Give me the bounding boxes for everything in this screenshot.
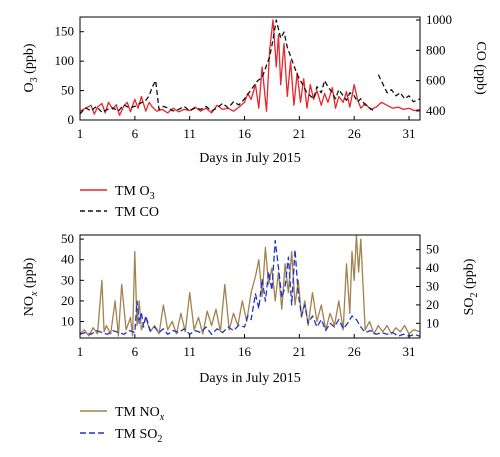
o3-co-y-right-tick-label: 1000	[426, 12, 452, 27]
o3-co-legend: TM O3 TM CO	[80, 184, 159, 220]
nox-so2-y-left-tick-label: 20	[61, 293, 74, 308]
nox-so2-x-axis-label: Days in July 2015	[199, 371, 301, 386]
legend-label-tm-o3: TM O3	[115, 184, 155, 202]
series-line-tm-co	[79, 19, 421, 115]
nox-so2-y-right-tick-label: 50	[426, 242, 439, 257]
o3-co-y-left-tick-label: 0	[68, 112, 75, 127]
legend-label-tm-so2: TM SO2	[115, 427, 162, 445]
nox-so2-series-layer	[79, 234, 421, 337]
o3-co-x-tick-label: 6	[132, 126, 139, 141]
nox-so2-x-tick-label: 31	[403, 344, 416, 359]
nox-so2-x-tick-label: 26	[348, 344, 362, 359]
o3-co-y-left-tick-label: 100	[55, 53, 75, 68]
legend-item-tm-nox: TM NOx	[80, 405, 165, 423]
o3-co-series-layer	[79, 19, 421, 116]
o3-co-x-tick-label: 1	[77, 126, 84, 141]
co-axis-label: CO (ppb)	[473, 41, 488, 95]
nox-so2-y-right-tick-label: 10	[426, 315, 439, 330]
nox-so2-x-tick-label: 1	[77, 344, 84, 359]
o3-co-x-tick-label: 21	[293, 126, 306, 141]
so2-axis-label: SO2 (ppb)	[462, 258, 480, 315]
o3-co-y-left-tick-label: 50	[61, 83, 74, 98]
nox-so2-y-left-tick-label: 40	[61, 252, 74, 267]
nox-so2-y-left-tick-label: 50	[61, 231, 74, 246]
series-line-tm-so2	[79, 239, 421, 337]
nox-so2-y-left-tick-label: 10	[61, 314, 74, 329]
legend-item-tm-so2: TM SO2	[80, 427, 162, 445]
o3-co-x-tick-label: 11	[183, 126, 196, 141]
legend-label-tm-co: TM CO	[115, 205, 159, 220]
nox-so2-y-right-tick-label: 20	[426, 297, 439, 312]
nox-so2-x-tick-label: 11	[183, 344, 196, 359]
o3-co-y-left-tick-label: 150	[55, 24, 75, 39]
nox-so2-y-left-tick-label: 30	[61, 272, 74, 287]
nox-so2-x-tick-label: 21	[293, 344, 306, 359]
o3-co-y-right-tick-label: 800	[426, 42, 446, 57]
nox-so2-legend: TM NOx TM SO2	[80, 405, 165, 445]
o3-co-x-tick-label: 31	[403, 126, 416, 141]
series-line-tm-nox	[79, 234, 421, 337]
o3-co-x-tick-label: 16	[238, 126, 252, 141]
legend-item-tm-o3: TM O3	[80, 184, 155, 202]
nox-so2-x-tick-label: 16	[238, 344, 252, 359]
nox-so2-plot-frame	[79, 234, 421, 339]
o3-co-y-right-tick-label: 400	[426, 103, 446, 118]
nox-so2-x-tick-label: 6	[132, 344, 139, 359]
legend-label-tm-nox: TM NOx	[115, 405, 165, 423]
nox-so2-y-right-tick-label: 40	[426, 260, 439, 275]
o3-co-plot-frame	[79, 16, 421, 121]
o3-co-y-right-tick-label: 600	[426, 73, 446, 88]
series-line-tm-o3	[79, 19, 421, 116]
nox-axis-label: NOx (ppb)	[22, 257, 40, 316]
o3-co-x-axis-label: Days in July 2015	[199, 151, 301, 166]
o3-co-x-tick-label: 26	[348, 126, 362, 141]
o3-axis-label: O3 (ppb)	[22, 43, 40, 92]
nox-so2-y-right-tick-label: 30	[426, 279, 439, 294]
legend-item-tm-co: TM CO	[80, 205, 159, 220]
